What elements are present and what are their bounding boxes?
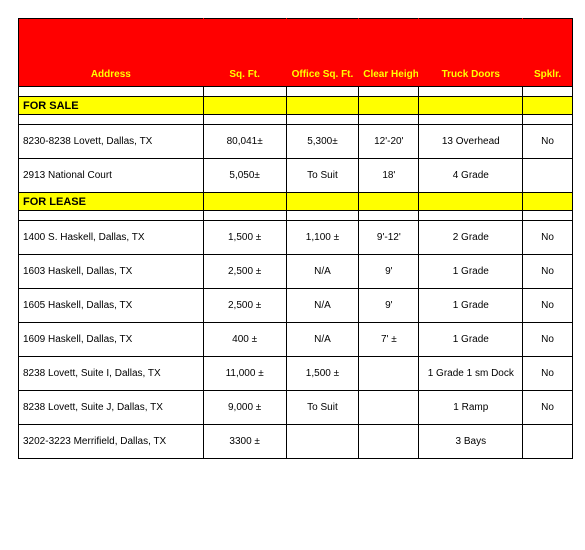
cell-address: 1605 Haskell, Dallas, TX [19, 289, 204, 323]
cell-office: To Suit [286, 159, 359, 193]
cell-office [286, 425, 359, 459]
cell-office: 1,500 ± [286, 357, 359, 391]
cell-clear [359, 357, 419, 391]
cell-address: 1603 Haskell, Dallas, TX [19, 255, 204, 289]
cell-spklr: No [523, 125, 573, 159]
cell-address: 8230-8238 Lovett, Dallas, TX [19, 125, 204, 159]
cell-spklr [523, 159, 573, 193]
cell-truck: 1 Grade [419, 323, 523, 357]
cell-office: To Suit [286, 391, 359, 425]
cell-sqft: 11,000 ± [203, 357, 286, 391]
section-for-lease: FOR LEASE [19, 193, 573, 211]
cell-sqft: 80,041± [203, 125, 286, 159]
table-row: 8230-8238 Lovett, Dallas, TX 80,041± 5,3… [19, 125, 573, 159]
cell-clear: 9' [359, 255, 419, 289]
cell-truck: 1 Grade 1 sm Dock [419, 357, 523, 391]
cell-sqft: 2,500 ± [203, 255, 286, 289]
spacer-row [19, 115, 573, 125]
section-label: FOR SALE [19, 97, 204, 115]
cell-spklr [523, 425, 573, 459]
cell-clear [359, 391, 419, 425]
cell-office: N/A [286, 289, 359, 323]
cell-spklr: No [523, 323, 573, 357]
col-sqft: Sq. Ft. [203, 19, 286, 87]
table-row: 8238 Lovett, Suite J, Dallas, TX 9,000 ±… [19, 391, 573, 425]
cell-sqft: 400 ± [203, 323, 286, 357]
col-address: Address [19, 19, 204, 87]
cell-address: 3202-3223 Merrifield, Dallas, TX [19, 425, 204, 459]
table-row: 2913 National Court 5,050± To Suit 18' 4… [19, 159, 573, 193]
cell-sqft: 2,500 ± [203, 289, 286, 323]
cell-spklr: No [523, 357, 573, 391]
cell-spklr: No [523, 289, 573, 323]
cell-truck: 13 Overhead [419, 125, 523, 159]
cell-clear: 12'-20' [359, 125, 419, 159]
table-row: 1603 Haskell, Dallas, TX 2,500 ± N/A 9' … [19, 255, 573, 289]
cell-sqft: 3300 ± [203, 425, 286, 459]
table-row: 1605 Haskell, Dallas, TX 2,500 ± N/A 9' … [19, 289, 573, 323]
cell-clear: 7' ± [359, 323, 419, 357]
cell-truck: 3 Bays [419, 425, 523, 459]
col-clear-height: Clear Height [359, 19, 419, 87]
cell-truck: 1 Grade [419, 255, 523, 289]
cell-spklr: No [523, 391, 573, 425]
cell-office: N/A [286, 323, 359, 357]
cell-address: 1400 S. Haskell, Dallas, TX [19, 221, 204, 255]
table-row: 1400 S. Haskell, Dallas, TX 1,500 ± 1,10… [19, 221, 573, 255]
section-label: FOR LEASE [19, 193, 204, 211]
table-row: 8238 Lovett, Suite I, Dallas, TX 11,000 … [19, 357, 573, 391]
spacer-row [19, 211, 573, 221]
cell-spklr: No [523, 255, 573, 289]
spacer-row [19, 87, 573, 97]
col-spklr: Spklr. [523, 19, 573, 87]
cell-clear: 9'-12' [359, 221, 419, 255]
property-table: Address Sq. Ft. Office Sq. Ft. Clear Hei… [18, 18, 573, 459]
cell-sqft: 9,000 ± [203, 391, 286, 425]
cell-office: 5,300± [286, 125, 359, 159]
cell-office: N/A [286, 255, 359, 289]
cell-clear: 18' [359, 159, 419, 193]
col-truck-doors: Truck Doors [419, 19, 523, 87]
cell-truck: 1 Ramp [419, 391, 523, 425]
table-row: 3202-3223 Merrifield, Dallas, TX 3300 ± … [19, 425, 573, 459]
cell-truck: 2 Grade [419, 221, 523, 255]
cell-truck: 1 Grade [419, 289, 523, 323]
cell-address: 2913 National Court [19, 159, 204, 193]
cell-office: 1,100 ± [286, 221, 359, 255]
header-row: Address Sq. Ft. Office Sq. Ft. Clear Hei… [19, 19, 573, 87]
cell-sqft: 1,500 ± [203, 221, 286, 255]
cell-clear [359, 425, 419, 459]
cell-clear: 9' [359, 289, 419, 323]
cell-address: 8238 Lovett, Suite I, Dallas, TX [19, 357, 204, 391]
cell-address: 8238 Lovett, Suite J, Dallas, TX [19, 391, 204, 425]
cell-sqft: 5,050± [203, 159, 286, 193]
cell-spklr: No [523, 221, 573, 255]
table-row: 1609 Haskell, Dallas, TX 400 ± N/A 7' ± … [19, 323, 573, 357]
section-for-sale: FOR SALE [19, 97, 573, 115]
col-office-sqft: Office Sq. Ft. [286, 19, 359, 87]
cell-truck: 4 Grade [419, 159, 523, 193]
cell-address: 1609 Haskell, Dallas, TX [19, 323, 204, 357]
